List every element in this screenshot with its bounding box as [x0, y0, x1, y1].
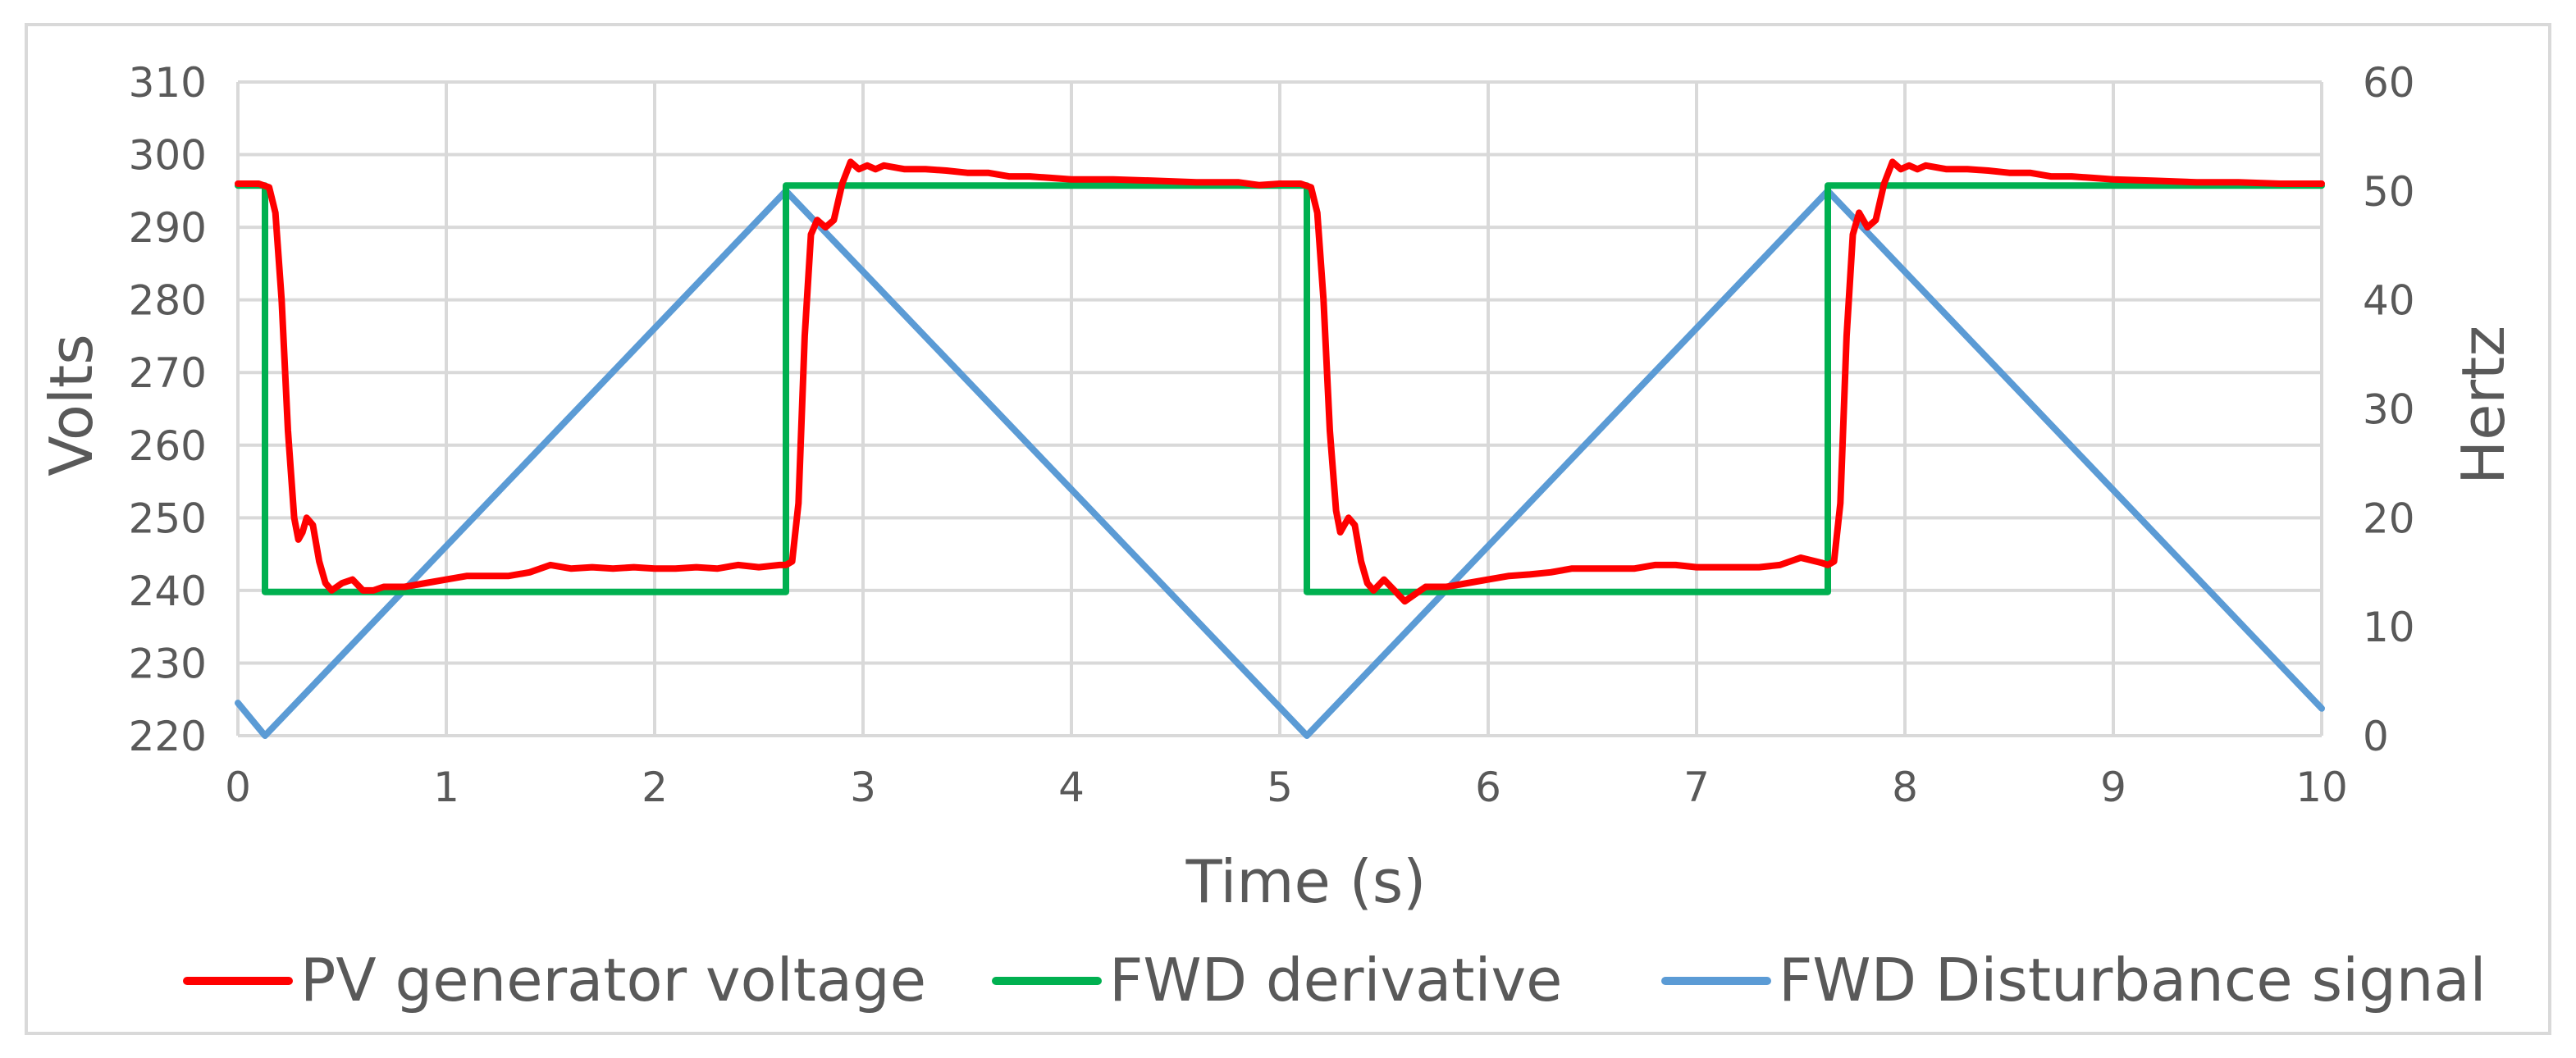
x-tick-label: 3 [850, 764, 876, 811]
y-tick-label: 290 [129, 204, 207, 252]
x-tick-label: 5 [1267, 764, 1293, 811]
y2-axis-title: Hertz [2449, 326, 2518, 485]
legend-label-fwd-disturbance: FWD Disturbance signal [1779, 946, 2487, 1015]
y-tick-label: 220 [129, 713, 207, 760]
y2-tick-label: 0 [2363, 713, 2389, 760]
y-tick-label: 310 [129, 59, 207, 107]
x-tick-label: 1 [433, 764, 459, 811]
y2-tick-label: 30 [2363, 386, 2415, 434]
gridlines [236, 80, 2323, 737]
y-tick-label: 230 [129, 640, 207, 687]
series-line-fwd-disturbance [235, 187, 2325, 739]
y-axis-title: Volts [37, 334, 106, 476]
y-tick-label: 270 [129, 349, 207, 397]
y-tick-label: 250 [129, 495, 207, 542]
series-lines [235, 158, 2325, 739]
series-line-fwd-derivative [235, 182, 2325, 595]
y2-tick-label: 40 [2363, 277, 2415, 325]
y2-tick-label: 50 [2363, 168, 2415, 216]
y2-tick-label: 10 [2363, 604, 2415, 651]
y-tick-label: 240 [129, 568, 207, 615]
y2-tick-label: 60 [2363, 59, 2415, 107]
x-tick-label: 6 [1475, 764, 1501, 811]
x-tick-label: 10 [2295, 764, 2348, 811]
x-tick-label: 4 [1058, 764, 1085, 811]
y-tick-label: 260 [129, 422, 207, 470]
y2-tick-label: 20 [2363, 495, 2415, 542]
legend-label-fwd-derivative: FWD derivative [1109, 946, 1562, 1015]
x-tick-label: 9 [2100, 764, 2126, 811]
x-tick-label: 8 [1892, 764, 1918, 811]
x-axis-title: Time (s) [1185, 847, 1427, 916]
x-tick-label: 2 [642, 764, 668, 811]
legend: PV generator voltage FWD derivative FWD … [183, 946, 2487, 1015]
x-tick-label: 0 [225, 764, 251, 811]
x-tick-label: 7 [1683, 764, 1710, 811]
y-tick-label: 280 [129, 277, 207, 325]
legend-label-pv-voltage: PV generator voltage [300, 946, 926, 1015]
series-line-pv-voltage [235, 158, 2325, 605]
y-tick-label: 300 [129, 132, 207, 180]
